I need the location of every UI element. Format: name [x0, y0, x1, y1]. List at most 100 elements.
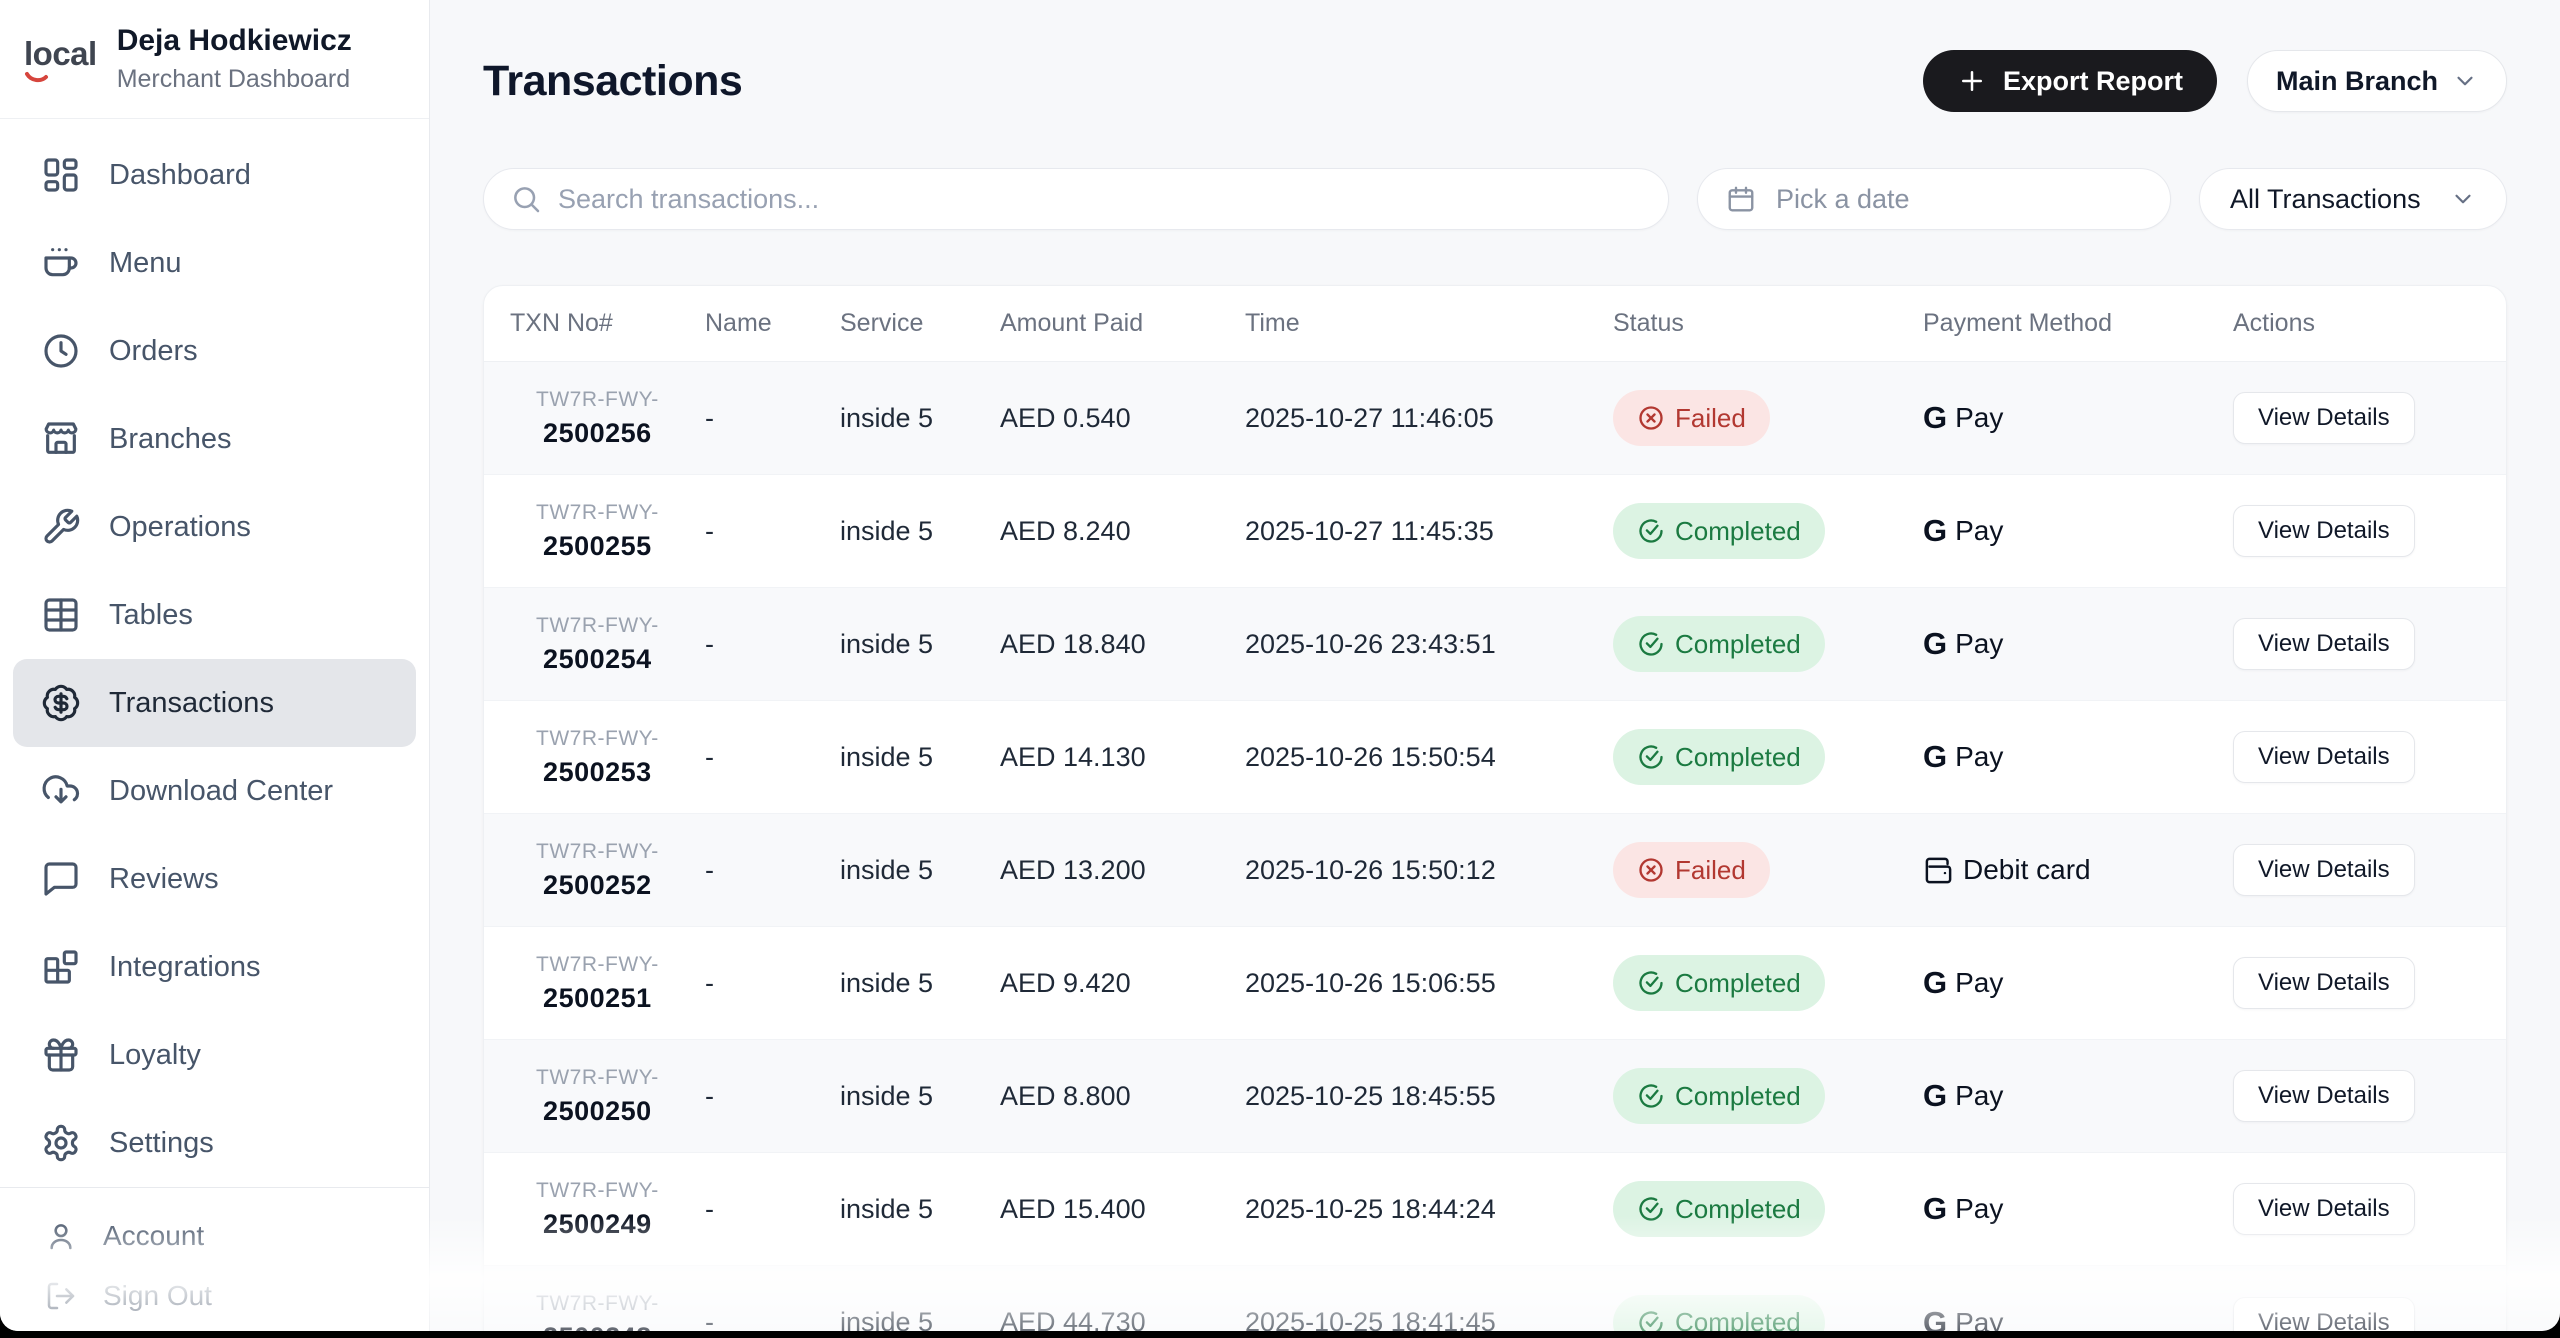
search-input[interactable]: [558, 183, 1642, 215]
cell-name: -: [705, 741, 714, 772]
cell-time: 2025-10-25 18:45:55: [1245, 1080, 1496, 1111]
txn-cell: TW7R-FWY- 2500255: [536, 501, 659, 562]
sidebar-item-sign-out[interactable]: Sign Out: [13, 1266, 416, 1326]
txn-prefix: TW7R-FWY-: [536, 726, 659, 750]
column-header-amount: Amount Paid: [1000, 309, 1144, 337]
payment-gpay: G Pay: [1923, 1305, 2233, 1332]
sidebar-item-transactions[interactable]: Transactions: [13, 659, 416, 747]
gpay-label: Pay: [1955, 1193, 2004, 1224]
transaction-type-select[interactable]: All Transactions: [2199, 168, 2507, 230]
txn-cell: TW7R-FWY- 2500252: [536, 840, 659, 901]
sidebar-item-tables[interactable]: Tables: [13, 571, 416, 659]
table-row: TW7R-FWY- 2500251 - inside 5 AED 9.420 2…: [484, 927, 2506, 1040]
view-details-button[interactable]: View Details: [2233, 844, 2415, 896]
sidebar-item-download-center[interactable]: Download Center: [13, 747, 416, 835]
sidebar-item-label: Transactions: [109, 686, 274, 719]
user-icon: [50, 1224, 72, 1250]
cell-amount: AED 18.840: [1000, 628, 1146, 659]
column-header-actions: Actions: [2233, 309, 2315, 337]
cell-time: 2025-10-26 15:50:54: [1245, 741, 1496, 772]
sidebar-item-integrations[interactable]: Integrations: [13, 923, 416, 1011]
txn-prefix: TW7R-FWY-: [536, 1292, 659, 1315]
status-label: Failed: [1675, 402, 1746, 433]
status-badge: Failed: [1613, 390, 1770, 446]
view-details-button[interactable]: View Details: [2233, 618, 2415, 670]
main-content: Transactions Export Report Main Branch P…: [430, 0, 2560, 1331]
brand: local Deja Hodkiewicz Merchant Dashboard: [0, 0, 429, 119]
txn-prefix: TW7R-FWY-: [536, 387, 659, 411]
sidebar-item-branches[interactable]: Branches: [13, 395, 416, 483]
payment-gpay: G Pay: [1923, 400, 2233, 436]
gpay-g-logo: G: [1923, 965, 1947, 1000]
sidebar-footer: Account Sign Out: [0, 1187, 429, 1331]
view-details-button[interactable]: View Details: [2233, 1296, 2415, 1331]
gpay-g-logo: G: [1923, 1078, 1947, 1113]
cell-amount: AED 8.240: [1000, 515, 1131, 546]
view-details-button[interactable]: View Details: [2233, 731, 2415, 783]
date-picker-button[interactable]: Pick a date: [1697, 168, 2171, 230]
sidebar-item-orders[interactable]: Orders: [13, 307, 416, 395]
txn-prefix: TW7R-FWY-: [536, 839, 659, 863]
export-report-button[interactable]: Export Report: [1922, 50, 2217, 112]
page-title: Transactions: [483, 56, 743, 105]
gpay-label: Pay: [1955, 1306, 2004, 1332]
status-label: Completed: [1675, 1080, 1801, 1111]
gpay-g-logo: G: [1923, 626, 1947, 661]
sidebar-item-label: Sign Out: [103, 1280, 212, 1311]
branch-selector-button[interactable]: Main Branch: [2246, 50, 2507, 112]
view-details-button[interactable]: View Details: [2233, 1070, 2415, 1122]
table-row: TW7R-FWY- 2500252 - inside 5 AED 13.200 …: [484, 814, 2506, 927]
sidebar-item-label: Dashboard: [109, 158, 251, 191]
status-label: Completed: [1675, 741, 1801, 772]
export-report-label: Export Report: [2002, 65, 2183, 96]
sidebar-item-settings[interactable]: Settings: [13, 1099, 416, 1187]
cell-amount: AED 15.400: [1000, 1193, 1146, 1224]
blocks-icon: [44, 950, 78, 984]
view-details-button[interactable]: View Details: [2233, 1183, 2415, 1235]
sidebar-item-label: Integrations: [109, 950, 261, 983]
filter-row: Pick a date All Transactions: [483, 168, 2507, 230]
sidebar-item-operations[interactable]: Operations: [13, 483, 416, 571]
logo-text: local: [24, 35, 97, 72]
status-label: Completed: [1675, 1307, 1801, 1331]
sidebar-item-menu[interactable]: Menu: [13, 219, 416, 307]
sidebar-item-loyalty[interactable]: Loyalty: [13, 1011, 416, 1099]
wrench-icon: [44, 508, 80, 544]
table-row: TW7R-FWY- 2500255 - inside 5 AED 8.240 2…: [484, 475, 2506, 588]
gpay-label: Pay: [1955, 741, 2004, 772]
cell-service: inside 5: [840, 854, 934, 885]
txn-cell: TW7R-FWY- 2500254: [536, 614, 659, 675]
gpay-g-logo: G: [1923, 1191, 1947, 1226]
txn-prefix: TW7R-FWY-: [536, 1178, 659, 1202]
status-label: Failed: [1675, 854, 1746, 885]
status-badge: Completed: [1613, 616, 1825, 672]
cell-service: inside 5: [840, 741, 934, 772]
table-row: TW7R-FWY- 2500254 - inside 5 AED 18.840 …: [484, 588, 2506, 701]
cell-time: 2025-10-25 18:41:45: [1245, 1307, 1496, 1331]
view-details-button[interactable]: View Details: [2233, 392, 2415, 444]
sidebar-item-account[interactable]: Account: [13, 1206, 416, 1266]
status-label: Completed: [1675, 515, 1801, 546]
txn-prefix: TW7R-FWY-: [536, 1065, 659, 1089]
txn-number: 2500256: [543, 417, 652, 448]
view-details-button[interactable]: View Details: [2233, 505, 2415, 557]
table-header-row: TXN No# Name Service Amount Paid Time St…: [484, 286, 2506, 362]
cell-name: -: [705, 854, 714, 885]
gpay-g-logo: G: [1923, 513, 1947, 548]
payment-gpay: G Pay: [1923, 1191, 2233, 1227]
status-badge: Completed: [1613, 1181, 1825, 1237]
cell-name: -: [705, 515, 714, 546]
cell-time: 2025-10-27 11:45:35: [1245, 515, 1494, 546]
txn-number: 2500248: [543, 1322, 652, 1331]
sidebar-item-dashboard[interactable]: Dashboard: [13, 131, 416, 219]
status-badge: Completed: [1613, 1068, 1825, 1124]
status-badge: Completed: [1613, 503, 1825, 559]
sidebar-nav: Dashboard Menu Orders Branches Operation…: [0, 119, 429, 1187]
sidebar-item-label: Download Center: [109, 774, 334, 807]
view-details-button[interactable]: View Details: [2233, 957, 2415, 1009]
local-logo: local: [24, 35, 97, 83]
sidebar-item-label: Reviews: [109, 862, 219, 895]
search-icon: [514, 187, 540, 213]
cell-service: inside 5: [840, 402, 934, 433]
sidebar-item-reviews[interactable]: Reviews: [13, 835, 416, 923]
